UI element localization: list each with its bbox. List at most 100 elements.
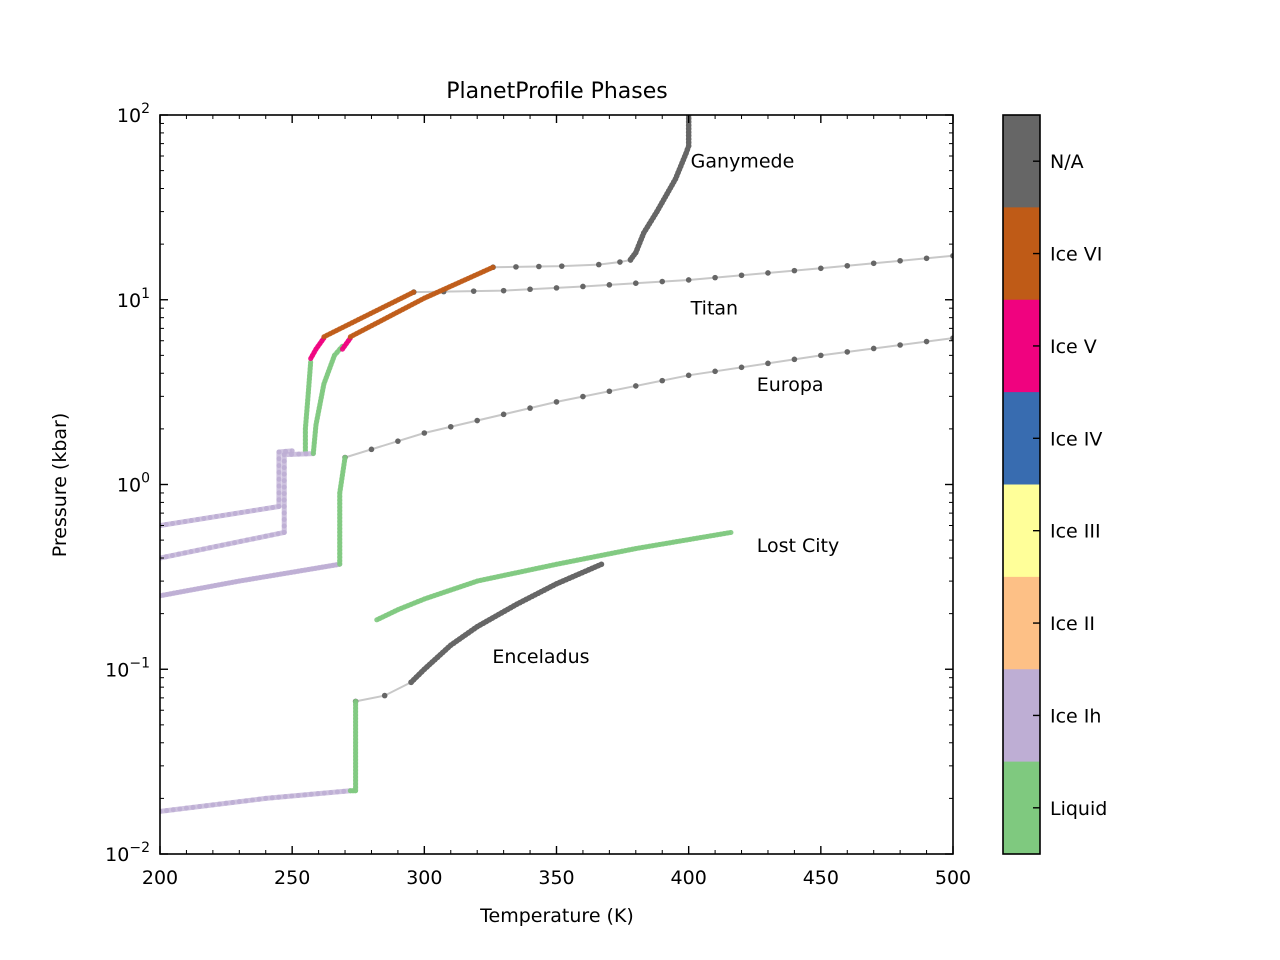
phase-segment xyxy=(281,451,314,533)
phase-marker xyxy=(337,526,343,532)
tail-marker xyxy=(527,286,533,293)
tail-line xyxy=(344,337,953,459)
phase-marker xyxy=(250,536,256,542)
phase-marker xyxy=(302,441,308,447)
phase-marker xyxy=(182,550,188,556)
x-tick-label: 500 xyxy=(935,867,971,889)
x-tick-label: 250 xyxy=(274,867,310,889)
tail-marker xyxy=(617,259,623,265)
y-axis: 10−2 10−1 100 101 102 xyxy=(105,101,953,866)
phase-marker xyxy=(276,794,282,800)
phase-segment xyxy=(375,530,732,623)
series-europa xyxy=(160,335,953,599)
phase-marker xyxy=(170,807,176,813)
tail-line xyxy=(355,681,412,703)
tail-marker xyxy=(818,265,824,272)
tail-marker xyxy=(923,255,930,262)
phase-marker xyxy=(289,793,295,799)
phase-marker xyxy=(353,760,359,766)
colorbar-label: Ice VI xyxy=(1050,244,1102,266)
tail-marker xyxy=(381,692,388,699)
phase-marker xyxy=(238,538,244,544)
x-tick-label: 450 xyxy=(803,867,839,889)
phase-marker xyxy=(303,415,309,421)
phase-marker xyxy=(188,517,194,523)
phase-marker xyxy=(353,750,359,756)
chart-title: PlanetProfile Phases xyxy=(446,79,668,104)
colorbar-label: Ice II xyxy=(1050,613,1095,635)
phase-marker xyxy=(302,426,308,432)
phase-marker xyxy=(225,541,231,547)
phase-marker xyxy=(256,796,262,802)
tail-marker xyxy=(738,272,745,279)
y-tick-label: 101 xyxy=(117,286,150,312)
phase-marker xyxy=(353,777,359,783)
phase-marker xyxy=(337,540,343,546)
phase-marker xyxy=(207,545,213,551)
tail-marker xyxy=(421,430,428,436)
phase-marker xyxy=(281,491,287,497)
phase-marker xyxy=(315,791,321,797)
phase-marker xyxy=(353,753,359,759)
x-axis-label: Temperature (K) xyxy=(479,905,634,927)
phase-marker xyxy=(201,515,207,521)
phase-marker xyxy=(304,401,310,407)
phase-marker xyxy=(304,411,310,417)
phase-marker xyxy=(164,808,170,814)
phase-marker xyxy=(194,547,200,553)
phase-marker xyxy=(270,505,276,511)
annotations: Ganymede Titan Europa Lost City Enceladus xyxy=(492,150,839,668)
phase-marker xyxy=(353,702,359,708)
phase-marker xyxy=(337,508,343,514)
series-titan xyxy=(160,115,692,561)
phase-marker xyxy=(230,799,236,805)
phase-marker xyxy=(312,436,318,442)
tail-marker xyxy=(685,372,692,379)
phase-marker xyxy=(328,790,334,796)
phase-marker xyxy=(490,264,496,270)
tail-marker xyxy=(844,262,851,269)
tail-marker xyxy=(685,277,692,283)
phase-marker xyxy=(337,504,343,510)
phase-marker xyxy=(281,517,287,523)
series-lost-city xyxy=(374,529,734,623)
phase-marker xyxy=(303,422,309,428)
phase-marker xyxy=(312,433,318,439)
phase-marker xyxy=(353,784,359,790)
phase-marker xyxy=(182,518,188,524)
annotation-ganymede: Ganymede xyxy=(691,150,795,172)
phase-marker xyxy=(276,449,282,455)
phase-marker xyxy=(281,452,287,458)
y-tick-label: 10−1 xyxy=(105,655,150,681)
tail-marker xyxy=(474,417,481,424)
phase-marker xyxy=(337,547,343,553)
phase-marker xyxy=(334,789,340,795)
phase-marker xyxy=(337,518,343,524)
phase-marker xyxy=(226,512,232,518)
phase-marker xyxy=(276,490,282,496)
phase-marker xyxy=(353,705,359,711)
phase-marker xyxy=(337,522,343,528)
phase-marker xyxy=(353,722,359,728)
phase-marker xyxy=(311,443,317,449)
phase-marker xyxy=(281,510,287,516)
phase-marker xyxy=(337,497,343,503)
phase-marker xyxy=(250,797,256,803)
phase-marker xyxy=(276,463,282,469)
phase-marker xyxy=(177,806,183,812)
x-tick-label: 300 xyxy=(406,867,442,889)
tail-marker xyxy=(818,352,824,359)
phase-marker xyxy=(190,804,196,810)
phase-marker xyxy=(337,515,343,521)
phase-marker xyxy=(337,554,343,560)
phase-marker xyxy=(263,533,269,539)
phase-marker xyxy=(223,800,229,806)
tail-marker xyxy=(923,338,930,345)
phase-marker xyxy=(337,551,343,557)
tail-marker xyxy=(633,280,639,287)
phase-marker xyxy=(353,743,359,749)
phase-marker xyxy=(169,552,175,558)
tail-marker xyxy=(765,360,771,367)
tail-marker xyxy=(633,383,639,389)
phase-marker xyxy=(183,805,189,811)
